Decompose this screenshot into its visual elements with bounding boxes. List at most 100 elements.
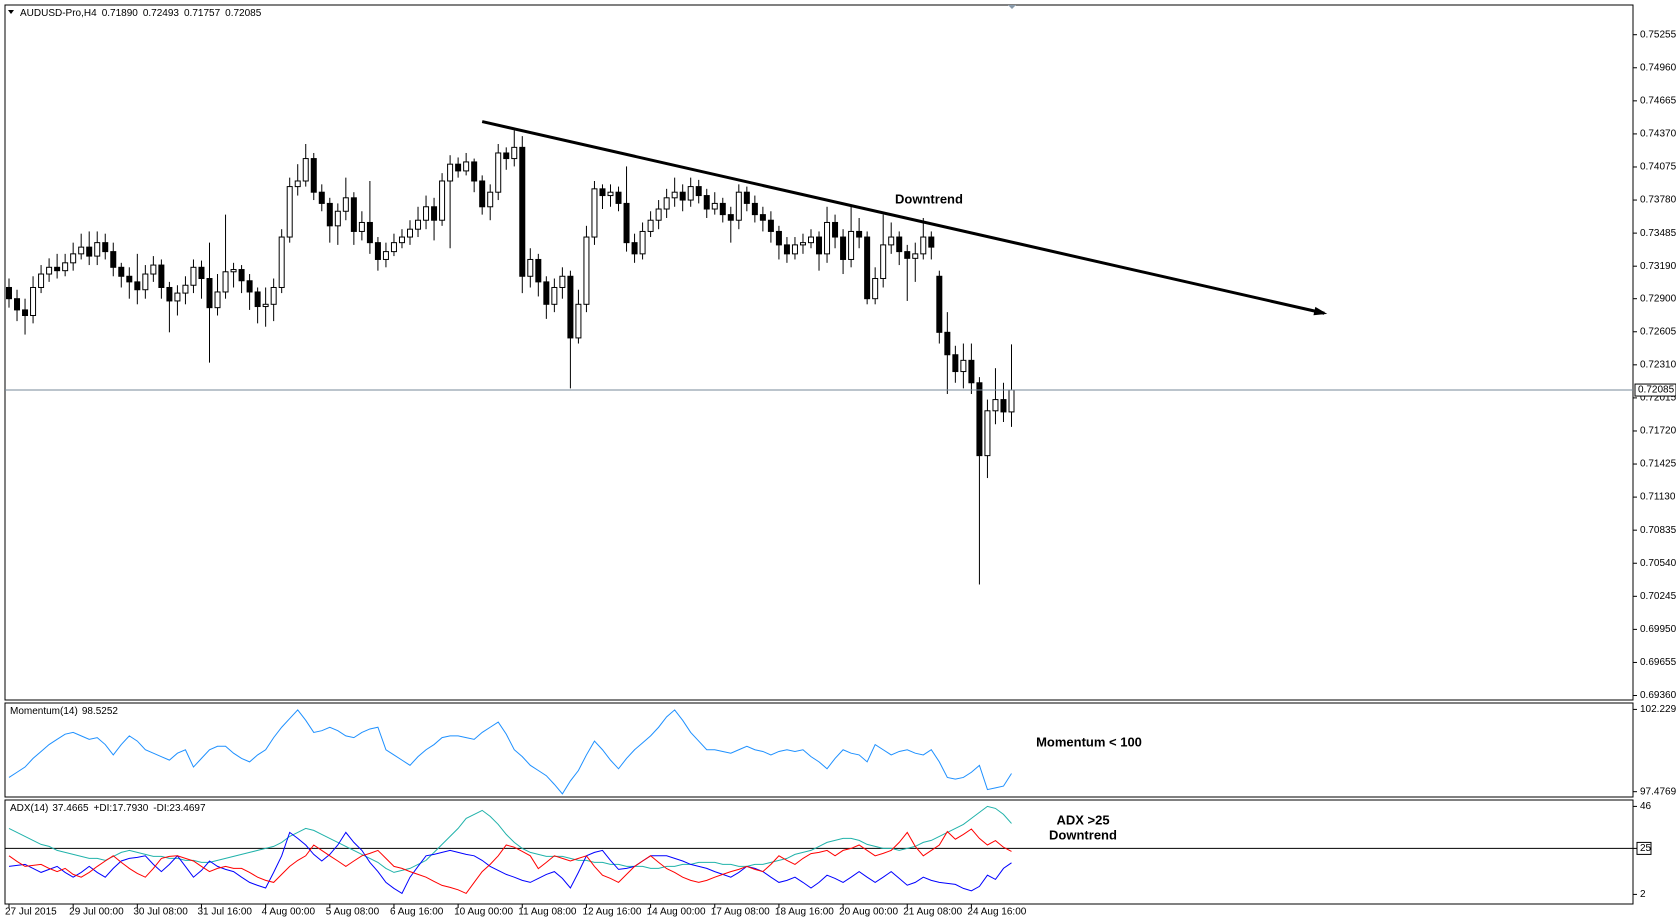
candle-body	[94, 242, 101, 257]
candle-body	[912, 253, 919, 259]
candle-body	[398, 236, 405, 244]
candle-body	[719, 202, 726, 216]
candle-body	[294, 180, 301, 188]
candle-body	[880, 244, 887, 280]
price-label-box	[1634, 383, 1676, 397]
candle-body	[527, 258, 534, 277]
candle-body	[671, 191, 678, 199]
x-tick-label: 5 Aug 08:00	[326, 907, 380, 918]
candle-body	[382, 251, 389, 260]
series-name: -DI:	[153, 803, 169, 814]
candle-body	[487, 191, 494, 208]
candle-body	[687, 186, 694, 201]
candle-body	[118, 266, 125, 277]
candle-body	[182, 284, 189, 294]
candle-body	[6, 286, 12, 300]
last-close: 0.72085	[225, 8, 262, 19]
candle-body	[751, 202, 758, 216]
candle-body	[591, 188, 598, 238]
price-panel	[4, 4, 1634, 701]
candle-body	[599, 188, 606, 197]
series-name: +DI:	[94, 803, 113, 814]
series-last-value: 23.4697	[169, 803, 206, 814]
symbol: AUDUSD-Pro,H4	[20, 8, 97, 19]
y-tick-label: 0.71425	[1640, 459, 1676, 470]
candle-body	[142, 273, 149, 291]
candle-body	[278, 236, 285, 288]
candle-body	[326, 202, 333, 227]
candle-body	[447, 163, 454, 182]
series-last-value: 98.5252	[82, 706, 119, 717]
candle-body	[431, 206, 438, 221]
candle-body	[695, 186, 702, 197]
y-tick-label: 46	[1640, 801, 1652, 812]
x-tick-label: 29 Jul 00:00	[69, 907, 124, 918]
candle-body	[920, 236, 927, 255]
candle-body	[767, 219, 774, 232]
shift-marker	[1008, 5, 1016, 9]
candle-body	[856, 230, 863, 238]
candle-body	[607, 191, 614, 197]
annotation: Momentum < 100	[1036, 734, 1142, 749]
candle-body	[575, 303, 582, 339]
chart-header: AUDUSD-Pro,H4 0.71890 0.72493 0.71757 0.7208…	[20, 8, 262, 19]
x-tick-label: 17 Aug 08:00	[711, 907, 770, 918]
candle-body	[390, 242, 397, 253]
candle-body	[158, 264, 165, 288]
x-tick-label: 10 Aug 00:00	[454, 907, 513, 918]
candle-body	[174, 292, 181, 302]
candle-body	[511, 146, 518, 160]
indicator-header: ADX(14) 37.4665 +DI:17.7930 -DI:23.4697	[10, 803, 206, 814]
candle-body	[727, 214, 734, 221]
series-name: ADX(14)	[10, 803, 48, 814]
candle-body	[358, 221, 365, 232]
candle-body	[222, 271, 229, 293]
y-tick-label: 0.69655	[1640, 657, 1676, 668]
candle-body	[30, 286, 37, 317]
y-tick-label: 0.74075	[1640, 162, 1676, 173]
y-tick-label: 0.74960	[1640, 62, 1676, 73]
candle-body	[254, 291, 261, 308]
y-tick-label: 0.73190	[1640, 261, 1676, 272]
annotation: Downtrend	[895, 191, 963, 206]
candle-body	[799, 242, 806, 246]
y-tick-label: 0.73485	[1640, 228, 1676, 239]
candle-body	[150, 264, 157, 275]
last-low: 0.71757	[184, 8, 221, 19]
candle-body	[703, 195, 710, 210]
x-tick-label: 6 Aug 16:00	[390, 907, 444, 918]
candle-body	[310, 158, 317, 193]
y-tick-label: 0.72015	[1640, 393, 1676, 404]
candle-body	[439, 180, 446, 221]
candle-body	[471, 161, 478, 182]
candle-body	[166, 286, 173, 302]
y-tick-label: 0.72900	[1640, 293, 1676, 304]
y-tick-label: 0.72605	[1640, 326, 1676, 337]
y-tick-label: 0.74370	[1640, 129, 1676, 140]
x-tick-label: 20 Aug 00:00	[839, 907, 898, 918]
annotation: Downtrend	[1049, 827, 1117, 842]
adx-panel	[4, 799, 1634, 905]
y-tick-label: 2	[1640, 889, 1646, 900]
series-last-value: 37.4665	[52, 803, 89, 814]
candle-body	[848, 230, 855, 260]
candle-body	[775, 230, 782, 246]
candle-body	[808, 236, 814, 244]
candle-body	[543, 281, 550, 305]
candle-body	[78, 246, 85, 255]
candle-body	[888, 236, 895, 246]
series-name: Momentum(14)	[10, 706, 78, 717]
candle-body	[302, 158, 309, 182]
candle-body	[62, 262, 69, 272]
candle-body	[270, 286, 277, 305]
candle-body	[14, 298, 21, 311]
candle-body	[567, 275, 574, 339]
candle-body	[639, 230, 646, 255]
y-tick-label: 0.74665	[1640, 95, 1676, 106]
x-tick-label: 24 Aug 16:00	[967, 907, 1026, 918]
candle-body	[872, 278, 879, 300]
candle-body	[214, 291, 221, 309]
y-tick-label: 0.73780	[1640, 195, 1676, 206]
candle-body	[816, 236, 823, 255]
